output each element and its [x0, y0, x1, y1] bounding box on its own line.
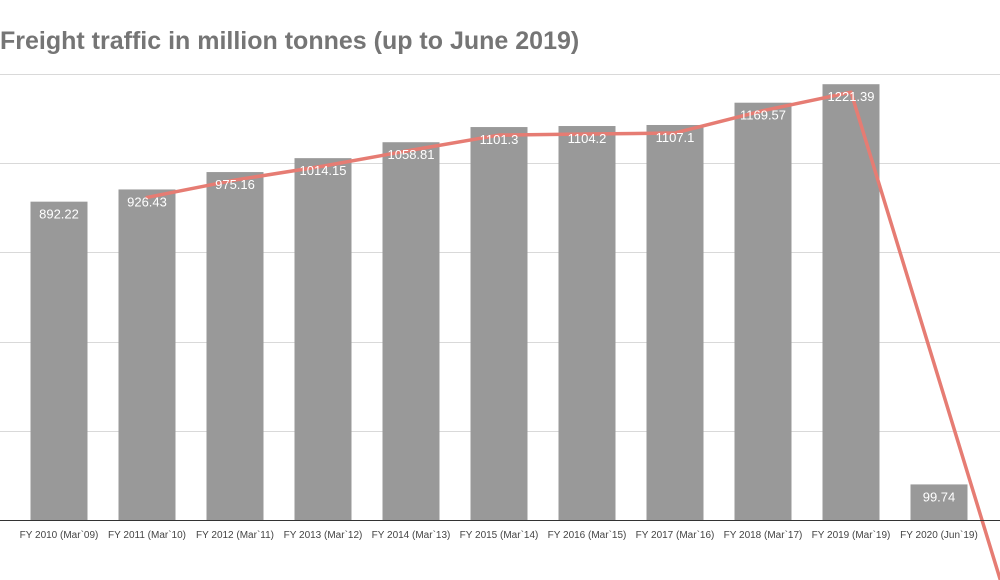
data-label: 975.16: [215, 177, 255, 192]
data-label: 1221.39: [828, 89, 875, 104]
x-tick-label: FY 2011 (Mar`10): [108, 529, 186, 541]
chart-title: Freight traffic in million tonnes (up to…: [0, 27, 580, 55]
x-tick-label: FY 2014 (Mar`13): [372, 529, 451, 541]
x-tick-label: FY 2013 (Mar`12): [284, 529, 363, 541]
data-label: 1104.2: [568, 131, 607, 146]
x-tick-label: FY 2016 (Mar`15): [548, 529, 627, 541]
trend-line-layer: [145, 90, 1000, 580]
x-tick-label: FY 2019 (Mar`19): [812, 529, 891, 541]
bar: [294, 158, 352, 520]
data-label: 99.74: [923, 489, 956, 504]
bar: [30, 201, 88, 521]
x-axis: FY 2010 (Mar`09) FY 2011 (Mar`10) FY 2012 …: [0, 520, 1000, 541]
x-tick-label: FY 2010 (Mar`09): [20, 529, 99, 541]
bars: [30, 84, 968, 521]
bar: [646, 124, 704, 520]
x-tick-label: FY 2012 (Mar`11): [196, 529, 274, 541]
x-tick-label: FY 2017 (Mar`16): [636, 529, 715, 541]
bar: [382, 142, 440, 520]
trend-line: [145, 90, 1000, 580]
data-label: 926.43: [127, 194, 167, 209]
bar: [734, 102, 792, 521]
x-tick-label: FY 2018 (Mar`17): [724, 529, 803, 541]
data-labels: 892.22 926.43 975.16 1014.15 1058.81 1101.3 11…: [39, 89, 955, 504]
data-label: 1169.57: [740, 108, 786, 123]
x-tick-label: FY 2020 (Jun`19): [900, 529, 978, 541]
bar: [558, 126, 616, 521]
data-label: 1101.3: [480, 132, 519, 147]
bar: [822, 84, 880, 521]
bar: [206, 172, 264, 520]
bar: [910, 484, 968, 520]
data-label: 1058.81: [388, 147, 435, 162]
x-tick-label: FY 2015 (Mar`14): [460, 529, 539, 541]
data-label: 892.22: [39, 207, 79, 222]
bar: [470, 127, 528, 521]
data-label: 1014.15: [300, 163, 347, 178]
data-label: 1107.1: [656, 130, 695, 145]
bar: [118, 189, 176, 521]
